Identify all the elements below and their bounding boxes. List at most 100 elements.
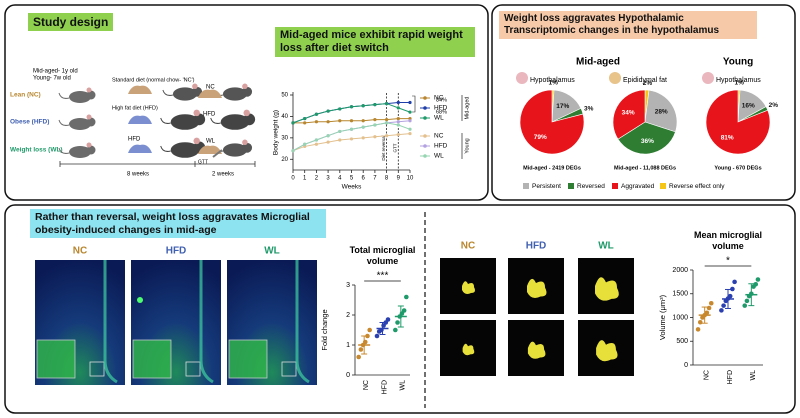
data-point [361,136,365,140]
value-label: 3% [584,106,594,113]
pie-slice [612,89,646,140]
reference-label: GTT [392,143,397,152]
data-point [373,103,377,107]
mouse-icon [86,142,92,148]
pie-slice [644,89,678,133]
micrograph-inset [132,339,172,379]
label: 2 weeks [212,172,234,178]
legend-label: Reverse effect only [669,183,725,190]
data-point [396,133,400,137]
mouse-icon [86,87,92,93]
label: Mid-aged- 1y old [33,69,78,75]
data-point [358,347,364,352]
data-point [349,127,354,131]
mouse-icon [222,143,248,157]
data-point [361,104,365,108]
legend-label: Aggravated [621,183,655,190]
image-label: NC [461,241,475,252]
data-point [385,121,389,125]
x-tick-label: 10 [407,176,414,182]
data-point [303,116,307,121]
legend-label: HFD [434,105,448,112]
value-label: 1% [549,80,559,87]
value-label: 81% [721,135,734,142]
mouse-icon [69,91,91,103]
column-header: Young [723,57,753,68]
x-tick-label: 0 [291,176,295,182]
data-point [385,118,389,122]
legend-swatch [568,183,574,189]
data-point [291,149,295,153]
microglia-render [527,278,547,298]
data-point [385,101,389,106]
data-point [708,300,714,306]
legend-swatch [423,106,427,110]
value-label: 79% [534,134,547,141]
y-tick-label: 40 [281,114,288,120]
data-point [303,142,307,146]
diet-icon [198,145,222,154]
mouse-icon [193,113,206,126]
value-label: 1% [735,80,745,87]
value-label: 2% [769,102,779,109]
microglia-render [527,341,546,359]
data-point [326,140,330,144]
pie-caption: Mid-aged - 2419 DEGs [523,165,581,171]
data-point [408,131,412,136]
data-point [395,320,400,325]
inset-marker [281,361,297,377]
tissue-structure [103,260,118,384]
image-label: HFD [526,241,547,252]
micrograph-inset [36,339,76,379]
x-tick-label: 6 [362,176,366,182]
legend-label: NC [434,95,444,102]
mouse-icon [192,83,198,90]
data-point [408,127,412,131]
mouse-icon [210,117,221,124]
chart-title: Total microglial volume [350,245,416,266]
annotation: 68% [436,109,447,115]
mouse-icon [170,142,200,158]
x-tick-label: 9 [397,176,401,182]
data-point [338,119,342,123]
mouse-icon [242,86,253,97]
data-point [349,119,354,123]
legend-label: WL [434,115,444,122]
panel-title: Study design [28,13,114,32]
y-axis-label: Body weight (g) [273,110,280,155]
inset-marker [89,361,105,377]
label: Standard diet (normal chow- 'NC') [112,77,195,83]
mouse-icon [193,109,200,117]
mouse-icon [193,137,200,145]
syringe-icon [212,149,223,158]
label: Lean (NC) [10,92,41,99]
mouse-icon [242,142,253,153]
diet-icon [198,89,222,98]
microglia-render [462,343,475,356]
data-point [732,279,737,285]
data-point [314,142,318,146]
data-point [326,109,330,113]
data-point [349,105,354,109]
y-axis-label: Fold change [320,309,329,350]
tissue-icon [702,72,714,84]
legend-group: Mid-aged [464,97,470,120]
x-tick-label: 1 [303,176,307,182]
y-tick-label: 20 [281,157,288,163]
panel-border [4,4,489,201]
label: Young- 7w old [33,76,71,82]
pie-caption: Young - 670 DEGs [714,165,761,171]
value-label: 16% [742,103,755,110]
diet-icon [128,144,152,153]
tissue-structure [295,260,310,384]
panel-title: Mid-aged mice exhibit rapid weight loss … [275,27,475,58]
data-point [362,339,368,345]
x-tick-label: WL [400,380,407,391]
tissue-icon [609,72,621,84]
mouse-icon [192,86,203,97]
mouse-icon [86,90,96,100]
image-label: WL [264,246,280,257]
data-point [727,293,733,299]
data-point [385,134,389,138]
microglia-render [462,281,475,294]
